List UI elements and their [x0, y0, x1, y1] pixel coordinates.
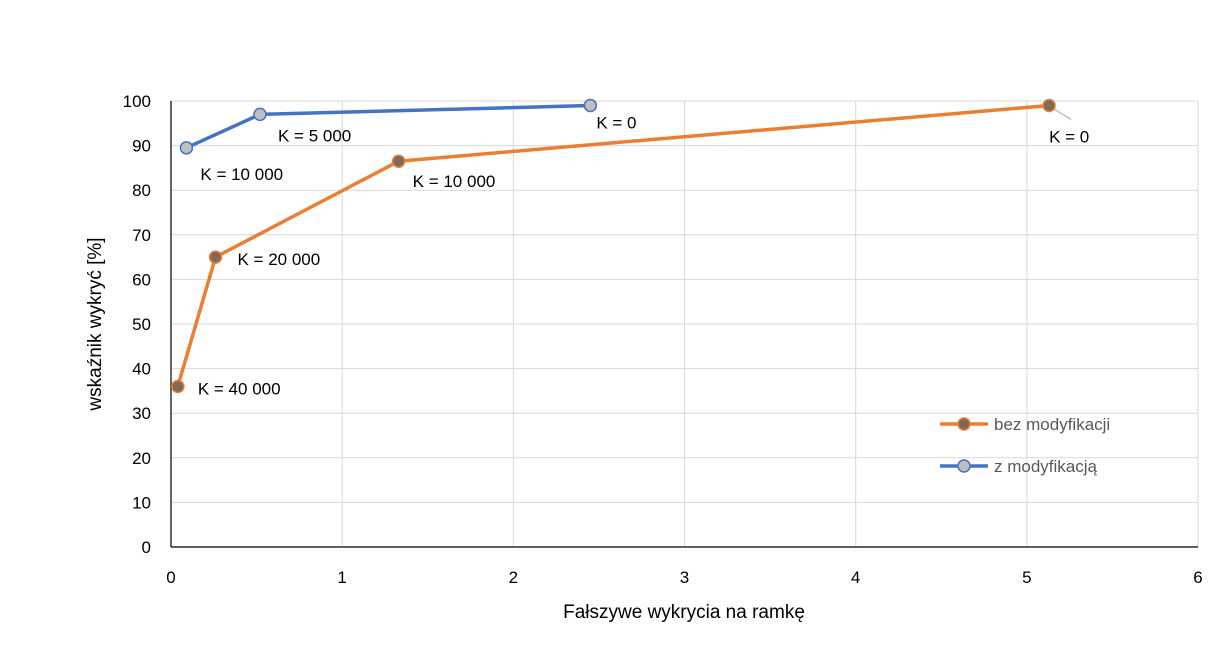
x-axis-title: Fałszywe wykrycia na ramkę	[563, 602, 805, 623]
y-tick-label: 0	[142, 538, 151, 557]
x-tick-label: 0	[166, 568, 175, 587]
legend-entry: bez modyfikacji	[940, 415, 1110, 434]
axes	[170, 101, 1198, 548]
x-tick-label: 1	[337, 568, 346, 587]
data-label: K = 0	[596, 113, 636, 132]
legend-swatch-marker	[957, 459, 971, 473]
y-axis-title: wskaźnik wykryć [%]	[85, 237, 106, 411]
y-tick-label: 40	[132, 360, 151, 379]
x-tick-label: 6	[1193, 568, 1202, 587]
legend-swatch-marker	[957, 417, 971, 431]
legend-label: z modyfikacją	[994, 457, 1098, 476]
data-label: K = 0	[1049, 127, 1089, 146]
y-tick-label: 100	[123, 92, 151, 111]
legend: bez modyfikacji z modyfikacją	[940, 415, 1110, 476]
data-label: K = 10 000	[413, 172, 496, 191]
data-point	[1042, 98, 1056, 113]
tick-labels: 0 10 20 30 40 50 60 70 80 90 100 0 1 2 3 4 5 6	[123, 92, 1203, 587]
series-layer	[171, 98, 1072, 394]
data-label: K = 40 000	[198, 379, 281, 398]
data-label: K = 5 000	[278, 126, 351, 145]
legend-entry: z modyfikacją	[940, 457, 1098, 476]
y-tick-label: 30	[132, 404, 151, 423]
data-point	[583, 98, 598, 113]
x-tick-label: 2	[509, 568, 518, 587]
y-tick-label: 20	[132, 449, 151, 468]
data-point	[208, 250, 223, 264]
data-point	[391, 154, 406, 168]
y-tick-label: 60	[132, 270, 151, 289]
data-point	[171, 379, 185, 394]
series-line	[176, 103, 1050, 387]
y-tick-label: 80	[132, 181, 151, 200]
data-point	[179, 141, 194, 155]
y-tick-label: 90	[132, 137, 151, 156]
leader-line	[1052, 107, 1072, 121]
legend-label: bez modyfikacji	[994, 415, 1110, 434]
data-label: K = 20 000	[238, 250, 321, 269]
y-tick-label: 50	[132, 315, 151, 334]
grid	[171, 100, 1199, 547]
x-tick-label: 5	[1022, 568, 1031, 587]
x-tick-label: 4	[851, 568, 860, 587]
x-tick-label: 3	[680, 568, 689, 587]
data-point	[253, 107, 267, 122]
series-line	[185, 103, 591, 150]
y-tick-label: 10	[132, 493, 151, 512]
point-labels: K = 40 000 K = 20 000 K = 10 000 K = 0 K = 1…	[198, 113, 1089, 398]
data-label: K = 10 000	[200, 165, 283, 184]
y-tick-label: 70	[132, 226, 151, 245]
